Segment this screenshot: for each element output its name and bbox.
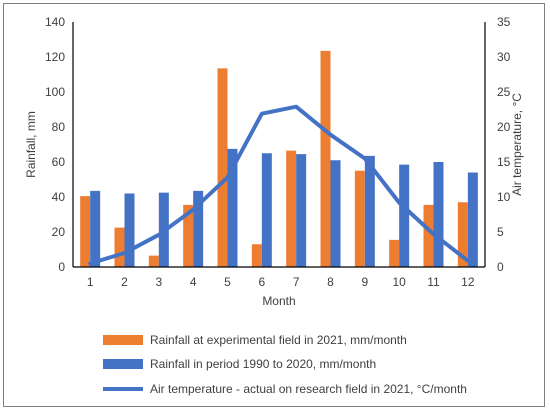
legend-swatch: [103, 335, 143, 345]
bar-rainfall-1990-2020: [261, 153, 272, 267]
x-axis-title: Month: [262, 294, 295, 308]
bar-rainfall-2021: [148, 255, 159, 267]
bar-rainfall-1990-2020: [399, 164, 410, 267]
y-tick-label: 120: [45, 50, 65, 64]
bar-rainfall-1990-2020: [296, 154, 307, 267]
bar-rainfall-2021: [217, 68, 228, 267]
bar-rainfall-2021: [183, 204, 194, 267]
y2-tick-label: 20: [497, 120, 511, 134]
y-tick-label: 140: [45, 15, 65, 29]
legend: Rainfall at experimental field in 2021, …: [103, 333, 467, 396]
y2-tick-label: 0: [497, 260, 504, 274]
bar-rainfall-1990-2020: [90, 190, 101, 267]
y2-tick-label: 30: [497, 50, 511, 64]
x-tick-label: 7: [293, 275, 300, 289]
bar-rainfall-1990-2020: [193, 190, 204, 267]
bar-rainfall-2021: [389, 239, 400, 267]
x-tick-label: 4: [190, 275, 197, 289]
x-tick-label: 11: [427, 275, 440, 289]
bars-layer: [80, 50, 478, 267]
x-tick-label: 1: [87, 275, 94, 289]
bar-rainfall-1990-2020: [364, 155, 375, 267]
y2-tick-label: 25: [497, 85, 511, 99]
x-tick-label: 2: [121, 275, 128, 289]
bar-rainfall-2021: [286, 150, 297, 267]
x-tick-label: 5: [224, 275, 231, 289]
air-temperature-line: [88, 104, 470, 266]
legend-label: Air temperature - actual on research fie…: [150, 382, 467, 396]
legend-label: Rainfall at experimental field in 2021, …: [150, 333, 407, 347]
y2-tick-label: 15: [497, 155, 511, 169]
bar-rainfall-2021: [251, 244, 262, 267]
bar-rainfall-1990-2020: [433, 162, 444, 267]
y2-axis-title: Air temperature, °C: [510, 93, 524, 196]
bar-rainfall-2021: [320, 50, 331, 267]
bar-rainfall-1990-2020: [467, 172, 478, 267]
bar-rainfall-1990-2020: [227, 148, 238, 267]
x-tick-label: 3: [155, 275, 162, 289]
legend-swatch: [103, 359, 143, 369]
x-tick-label: 9: [361, 275, 368, 289]
y-tick-label: 0: [58, 260, 65, 274]
bar-rainfall-2021: [423, 204, 434, 267]
x-tick-label: 6: [258, 275, 265, 289]
bar-rainfall-1990-2020: [330, 160, 341, 267]
x-tick-label: 10: [392, 275, 406, 289]
y-tick-label: 20: [52, 225, 66, 239]
y-tick-label: 40: [52, 190, 66, 204]
y-tick-label: 80: [52, 120, 66, 134]
bar-rainfall-2021: [457, 202, 468, 267]
x-tick-label: 12: [461, 275, 475, 289]
y-tick-label: 60: [52, 155, 66, 169]
y-tick-label: 100: [45, 85, 65, 99]
bar-rainfall-2021: [114, 227, 125, 267]
bar-rainfall-2021: [80, 196, 91, 267]
y2-tick-label: 5: [497, 225, 504, 239]
y2-tick-label: 10: [497, 190, 511, 204]
y-axis-title: Rainfall, mm: [24, 111, 38, 178]
bar-rainfall-1990-2020: [124, 193, 135, 267]
legend-label: Rainfall in period 1990 to 2020, mm/mont…: [150, 357, 376, 371]
y2-tick-label: 35: [497, 15, 511, 29]
line-layer: [88, 104, 470, 266]
x-tick-label: 8: [327, 275, 334, 289]
bar-rainfall-2021: [354, 170, 365, 267]
